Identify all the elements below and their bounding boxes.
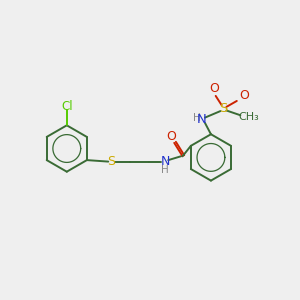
Text: S: S: [219, 102, 228, 115]
Text: O: O: [166, 130, 176, 143]
Text: N: N: [160, 155, 170, 168]
Text: CH₃: CH₃: [238, 112, 259, 122]
Text: O: O: [209, 82, 219, 95]
Text: O: O: [239, 88, 249, 101]
Text: H: H: [160, 165, 168, 175]
Text: H: H: [193, 113, 200, 124]
Text: S: S: [107, 155, 115, 168]
Text: Cl: Cl: [61, 100, 73, 113]
Text: N: N: [197, 113, 207, 127]
